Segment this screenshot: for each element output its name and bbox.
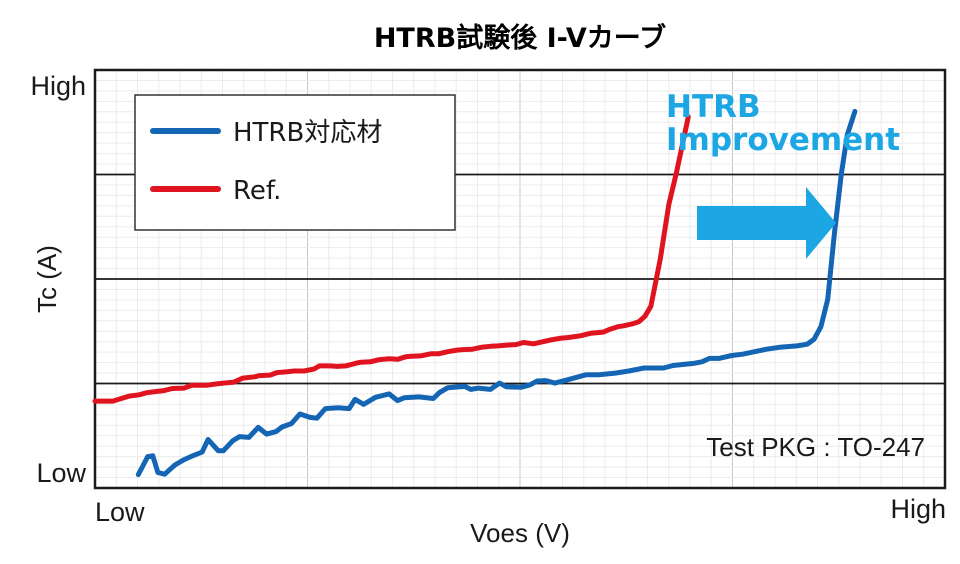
plot-frame: [93, 68, 947, 490]
x-tick-high: High: [890, 494, 946, 524]
legend: HTRB対応材 Ref.: [134, 94, 456, 231]
annotation-line-2: Improvement: [666, 122, 900, 158]
legend-label-ref: Ref.: [233, 176, 281, 206]
x-axis-label: Voes (V): [470, 518, 570, 548]
chart-title: HTRB試験後 I-Vカーブ: [374, 22, 666, 54]
improvement-arrow: [697, 187, 836, 259]
legend-box: [134, 94, 456, 231]
series-line-htrb: [135, 108, 858, 478]
legend-label-htrb: HTRB対応材: [233, 118, 382, 148]
y-axis-label: Tc (A): [32, 245, 62, 313]
x-tick-low: Low: [95, 497, 145, 527]
annotation-line-1: HTRB: [666, 89, 761, 125]
series-line-ref: [92, 114, 691, 404]
series-layer: [92, 108, 858, 478]
y-tick-low: Low: [36, 458, 86, 488]
y-tick-high: High: [30, 71, 86, 101]
improvement-annotation: HTRB Improvement: [666, 89, 900, 259]
test-package-note: Test PKG : TO-247: [706, 432, 925, 462]
